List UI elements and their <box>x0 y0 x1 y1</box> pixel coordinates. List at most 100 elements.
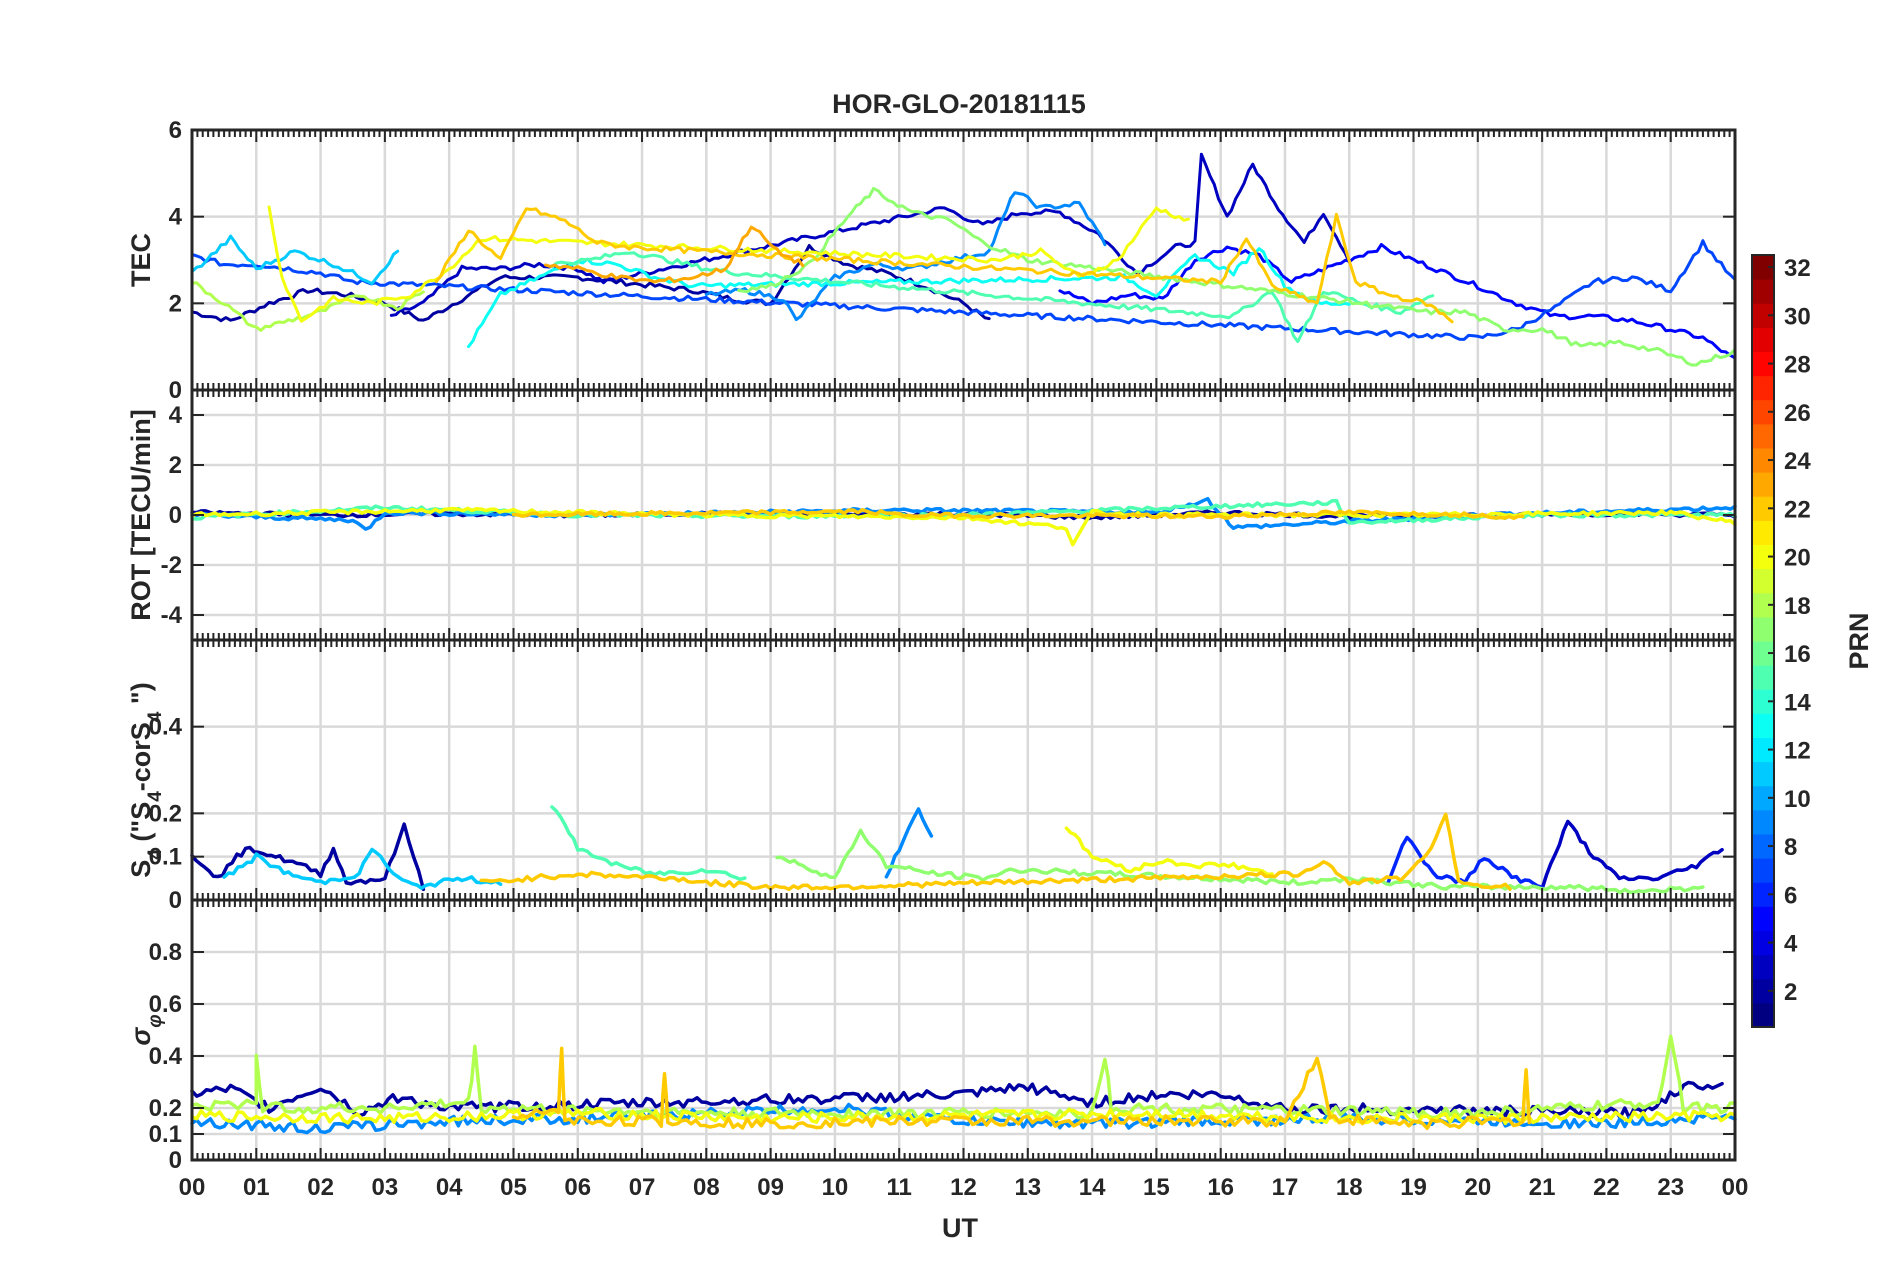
series-prn-3 <box>1540 819 1724 891</box>
x-minor-ticks <box>191 900 1736 1160</box>
x-tick-label: 12 <box>950 1174 977 1201</box>
x-tick-label: 18 <box>1336 1174 1363 1201</box>
y-tick-label: 0 <box>169 1147 182 1174</box>
series-prn-7 <box>190 239 1737 341</box>
chart-title: HOR-GLO-20181115 <box>832 89 1086 119</box>
series-prn-22 <box>479 812 1512 892</box>
colorbar-segment <box>1752 641 1774 666</box>
colorbar-label: PRN <box>1844 612 1874 669</box>
y-tick-label: 2 <box>169 452 182 479</box>
y-tick-label: 0 <box>169 887 182 914</box>
y-tick-label: 0.4 <box>149 714 183 741</box>
x-tick-label: 09 <box>757 1174 784 1201</box>
x-tick-label: 00 <box>179 1174 206 1201</box>
panel-tec: 0 2 4 6 TEC <box>126 117 1737 404</box>
x-tick-label: 04 <box>436 1174 463 1201</box>
colorbar-segment <box>1752 399 1774 425</box>
x-tick-label: 03 <box>372 1174 399 1201</box>
series-prn-20 <box>1064 826 1274 877</box>
x-tick-label: 23 <box>1657 1174 1684 1201</box>
series-prn-17 <box>775 828 1705 895</box>
colorbar-tick-label: 28 <box>1784 352 1811 379</box>
y-tick-label: 0 <box>169 502 182 529</box>
x-tick-label: 17 <box>1272 1174 1299 1201</box>
colorbar-segment <box>1752 472 1774 497</box>
colorbar-tick-label: 26 <box>1784 400 1811 427</box>
x-tick-label: 10 <box>822 1174 849 1201</box>
series-prn-15 <box>550 805 747 882</box>
colorbar-tick-label: 10 <box>1784 786 1811 813</box>
x-tick-label: 16 <box>1207 1174 1234 1201</box>
series-prn-22 <box>511 508 1525 520</box>
colorbar-segment <box>1752 737 1774 763</box>
x-tick-label: 01 <box>243 1174 270 1201</box>
colorbar-segment <box>1752 303 1774 328</box>
x-tick-label: 13 <box>1014 1174 1041 1201</box>
series-prn-23 <box>544 225 805 284</box>
colorbar-tick-label: 32 <box>1784 255 1811 282</box>
series-prn-20 <box>267 205 1190 323</box>
series-prn-9 <box>884 807 934 879</box>
colorbar-segment <box>1752 520 1774 545</box>
x-minor-ticks <box>191 130 1736 390</box>
y-tick-label: 6 <box>169 117 182 144</box>
colorbar-segment <box>1752 761 1774 787</box>
y-tick-label: 2 <box>169 290 182 317</box>
colorbar-segment <box>1752 592 1774 618</box>
colorbar-segment <box>1752 906 1774 931</box>
y-axis-label-tec: TEC <box>126 233 156 287</box>
series-prn-20 <box>190 1106 1737 1126</box>
series-prn-22 <box>511 1046 1532 1131</box>
series-prn-5 <box>1058 243 1737 360</box>
x-tick-label: 07 <box>629 1174 656 1201</box>
panel-sigma: 00.10.2 0.4 0.6 0.8 σφ <box>126 898 1737 1174</box>
x-tick-label: 15 <box>1143 1174 1170 1201</box>
series-prn-9 <box>704 191 1107 322</box>
y-axis-label-sigma: σφ <box>126 1014 166 1045</box>
colorbar-tick-label: 12 <box>1784 738 1811 765</box>
y-tick-label: 0.2 <box>149 1095 182 1122</box>
series-prn-18 <box>190 1034 1737 1120</box>
x-tick-label: 05 <box>500 1174 527 1201</box>
colorbar-segment <box>1752 351 1774 377</box>
x-tick-label: 14 <box>1079 1174 1106 1201</box>
colorbar-segment <box>1752 375 1774 401</box>
colorbar-tick-label: 20 <box>1784 545 1811 572</box>
series-prn-2 <box>190 1080 1724 1120</box>
colorbar-segment <box>1752 255 1774 280</box>
y-tick-label: 0.2 <box>149 800 182 827</box>
colorbar-tick-label: 2 <box>1784 979 1797 1006</box>
y-axis-label-rot: ROT [TECU/min] <box>126 409 156 620</box>
x-tick-label: 08 <box>693 1174 720 1201</box>
y-tick-label: -4 <box>161 602 183 629</box>
y-tick-label: 0 <box>169 377 182 404</box>
colorbar-segment <box>1752 423 1774 449</box>
colorbar-segment <box>1752 978 1774 1004</box>
panel-s4: 0 0.1 0.2 0.4S4 ("S4-corS4 ") <box>126 638 1737 914</box>
colorbar-segment <box>1752 713 1774 738</box>
colorbar-segment <box>1752 930 1774 956</box>
series-prn-11 <box>190 234 400 286</box>
y-tick-label: 0.8 <box>149 939 182 966</box>
y-tick-label: 0.6 <box>149 991 182 1018</box>
colorbar-segment <box>1752 954 1774 980</box>
x-axis: 00 01 02 03 04 05 06 07 08 09 10 11 12 13 14 15 16 17 18 19… <box>179 1174 1749 1201</box>
colorbar-tick-label: 14 <box>1784 689 1811 716</box>
colorbar-tick-label: 30 <box>1784 303 1811 330</box>
colorbar-segment <box>1752 616 1774 642</box>
colorbar-segment <box>1752 834 1774 859</box>
colorbar-segment <box>1752 882 1774 907</box>
x-axis-label: UT <box>942 1213 978 1243</box>
y-tick-label: 0.1 <box>149 1121 182 1148</box>
colorbar-segment <box>1752 568 1774 594</box>
y-tick-label: 0.4 <box>149 1043 183 1070</box>
colorbar-segment <box>1752 496 1774 521</box>
series-prn-9 <box>190 1102 1737 1135</box>
x-tick-label: 02 <box>307 1174 334 1201</box>
colorbar-segment <box>1752 544 1774 570</box>
x-tick-label: 11 <box>887 1174 912 1201</box>
colorbar-segment <box>1752 327 1774 352</box>
x-tick-label: 19 <box>1400 1174 1427 1201</box>
colorbar-segment <box>1752 858 1774 883</box>
